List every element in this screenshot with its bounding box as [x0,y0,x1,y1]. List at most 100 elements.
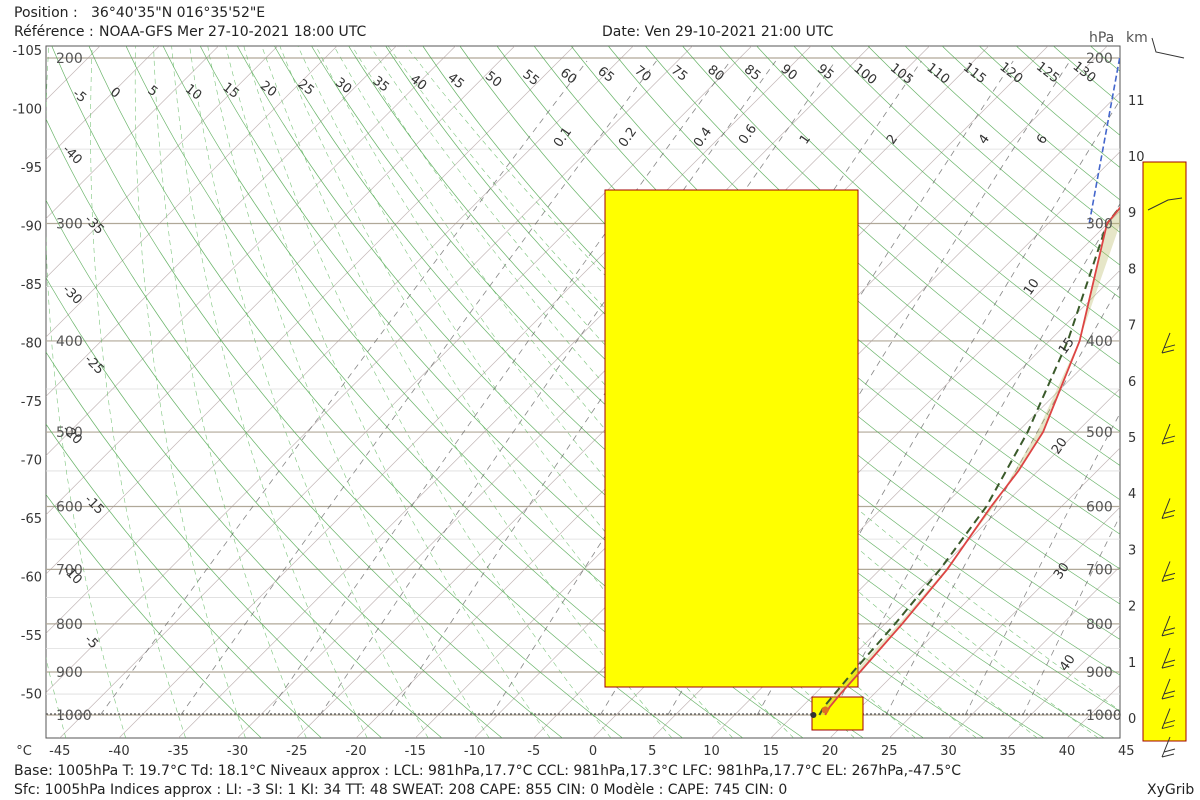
mixing-ratio-line [599,60,1014,716]
pressure-axis-label: hPa [1089,30,1114,46]
pressure-tick-left: 800 [56,617,83,633]
pressure-tick-left: 500 [56,425,83,441]
isotherm-line [46,46,456,456]
pressure-tick-left: 900 [56,665,83,681]
dry-adiabat-line [904,46,1120,233]
x-tick-label: 20 [822,744,839,759]
pressure-tick-right: 700 [1086,562,1113,578]
mixing-ratio-line [99,60,588,716]
isotherm-line [46,46,693,693]
wind-barb [1161,615,1176,637]
moist-adiabat-line [171,46,368,738]
wind-barb [1161,332,1176,354]
plot-frame [45,45,1121,739]
wind-barb [1161,423,1176,445]
isotherm-line [178,46,871,738]
dry-adiabat-line [125,46,744,738]
left-tick-label: -50 [21,688,42,703]
isotherm-line [46,46,397,397]
mixing-ratio-line [831,203,1120,716]
dry-adiabat-line [830,46,1120,299]
left-tick-label: -100 [12,103,42,118]
dry-adiabat-line [867,46,1120,266]
x-tick-label: 35 [999,744,1016,759]
pressure-tick-right: 200 [1086,51,1113,67]
position-value: 36°40'35"N 016°35'52"E [91,5,266,21]
x-tick-label: 5 [648,744,656,759]
pressure-tick-right: 400 [1086,334,1113,350]
reference-label: Référence : [14,24,94,40]
pressure-tick-left: 1000 [56,708,92,724]
wind-barb [1161,678,1176,700]
moist-adiabat-line [90,46,186,738]
height-tick: 6 [1128,375,1136,390]
wind-barb [1161,647,1176,669]
isotherm-line [46,46,219,219]
moist-adiabat-line [405,46,1120,711]
isotherm-line [46,46,634,634]
x-tick-label: 25 [881,744,898,759]
wind-barb [1147,197,1183,211]
moist-adiabat-line [387,46,1099,738]
left-tick-label: -75 [21,395,42,410]
dry-adiabat-line [941,46,1120,201]
dry-adiabat-line [645,46,1120,466]
x-tick-label: -45 [49,744,70,759]
left-tick-label: -95 [21,161,42,176]
dry-adiabat-line [88,46,683,738]
position-label: Position : [14,5,78,21]
height-tick: 8 [1128,262,1136,277]
left-tick-label: -105 [12,44,42,59]
pressure-tick-left: 400 [56,334,83,350]
dry-adiabat-line [51,46,623,738]
left-tick-label: -65 [21,512,42,527]
pressure-tick-left: 600 [56,499,83,515]
reference-value: NOAA-GFS Mer 27-10-2021 18:00 UTC [99,24,367,40]
dry-adiabat-line [46,351,382,738]
x-tick-label: 0 [589,744,597,759]
wind-barb [1161,498,1176,519]
parcel-curve [818,205,1120,716]
isotherm-line [889,506,1120,738]
mixing-ratio-line [266,60,731,716]
isotherm-line [46,46,575,575]
sounding-profiles [810,57,1171,718]
x-tick-label: 45 [1118,744,1135,759]
footer-line-2: Sfc: 1005hPa Indices approx : LI: -3 SI:… [14,782,788,798]
height-tick: 5 [1128,431,1136,446]
x-axis-unit: °C [16,744,32,759]
highlight-box-upper [604,189,859,688]
footer-line-1: Base: 1005hPa T: 19.7°C Td: 18.1°C Nivea… [14,763,962,779]
dry-adiabat-line [608,46,1120,501]
x-tick-label: -10 [464,744,485,759]
temperature-marker [1165,146,1171,152]
x-tick-label: -30 [227,744,248,759]
left-tick-label: -60 [21,571,42,586]
wind-barb [1161,708,1176,730]
x-tick-label: 10 [703,744,720,759]
left-tick-label: -55 [21,629,42,644]
moist-adiabat-line [261,46,673,738]
height-tick: 11 [1128,94,1145,109]
wind-barb [1161,736,1176,758]
x-tick-label: -35 [168,744,189,759]
wind-barb [1161,561,1176,582]
x-tick-label: -15 [405,744,426,759]
mixing-ratio-line [180,60,657,716]
height-tick: 4 [1128,487,1136,502]
dry-adiabat-line [533,46,1120,570]
forecast-date: Date: Ven 29-10-2021 21:00 UTC [602,24,834,40]
pressure-tick-right: 800 [1086,617,1113,633]
wind-barbs [1147,37,1185,758]
pressure-tick-right: 900 [1086,665,1113,681]
mixing-ratio-line [319,60,777,716]
dry-adiabat-line [719,46,1120,399]
mixing-ratio-line [885,284,1120,716]
dry-adiabat-line [311,46,1045,738]
surface-temp-marker [821,706,829,714]
height-tick: 10 [1128,150,1145,165]
height-tick: 9 [1128,206,1136,221]
x-tick-label: 40 [1059,744,1076,759]
isotherm-line [770,388,1120,738]
